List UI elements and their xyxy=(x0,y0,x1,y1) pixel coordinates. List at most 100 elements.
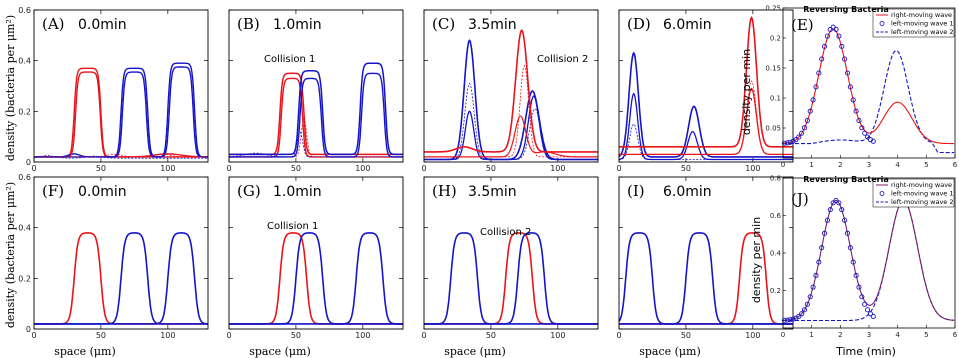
x-tick-label: 1 xyxy=(809,331,813,339)
y-tick-label: 0.2 xyxy=(770,35,781,43)
x-axis-label-i: space (μm) xyxy=(639,345,701,358)
series-line xyxy=(229,72,403,158)
data-point-left-moving-wave-1 xyxy=(827,207,833,213)
y-axis-label-top: density (bacteria per μm²) xyxy=(4,15,17,161)
right-y-label-bottom: density per min xyxy=(750,217,763,303)
series-line xyxy=(619,123,793,160)
series-line xyxy=(619,16,793,148)
legend-label: left-moving wave 2 xyxy=(891,28,954,36)
x-tick-label: 2 xyxy=(838,331,842,339)
x-tick-label: 100 xyxy=(355,164,370,173)
axes-frame xyxy=(228,9,404,163)
y-tick-label: 0.8 xyxy=(770,175,781,183)
panel-label: (G) xyxy=(237,182,261,200)
y-tick-label: 0.6 xyxy=(770,212,782,220)
x-tick-label: 50 xyxy=(681,164,691,173)
data-point-left-moving-wave-1 xyxy=(867,311,873,317)
x-axis-label-h: space (μm) xyxy=(444,345,506,358)
panel-f: 0 0.2 0.4 0.6 0 50 100 (F) 0.0min xyxy=(18,173,209,340)
data-point-left-moving-wave-1 xyxy=(844,70,851,76)
series-line xyxy=(229,232,403,325)
legend-label: left-moving wave 1 xyxy=(891,190,954,198)
series-line xyxy=(424,64,598,158)
series-right-moving-wave xyxy=(783,28,955,145)
data-point-left-moving-wave-1 xyxy=(790,316,796,322)
x-tick-label: 50 xyxy=(486,331,496,340)
x-tick-label: 0 xyxy=(781,161,785,169)
data-point-left-moving-wave-1 xyxy=(839,207,845,213)
x-tick-label: 100 xyxy=(355,331,370,340)
y-tick-label: 0.05 xyxy=(765,125,781,133)
data-point-left-moving-wave-1 xyxy=(796,134,802,140)
legend-swatch-left-moving-1 xyxy=(879,21,885,26)
data-point-left-moving-wave-1 xyxy=(844,230,851,236)
panel-g: 0 50 100 (G) 1.0min Collision 1 xyxy=(226,176,404,340)
series-line xyxy=(424,82,598,160)
series-line xyxy=(619,232,793,325)
data-point-left-moving-wave-1 xyxy=(819,245,825,251)
data-point-left-moving-wave-1 xyxy=(870,138,876,144)
right-title-top: Reversing Bacteria xyxy=(803,5,888,14)
panel-label: (C) xyxy=(432,15,455,33)
x-tick-label: 100 xyxy=(745,164,760,173)
y-tick-label: 0.2 xyxy=(18,274,31,283)
panel-label: (I) xyxy=(627,182,645,200)
x-tick-label: 100 xyxy=(550,331,565,340)
x-axis-label-g: space (μm) xyxy=(249,345,311,358)
data-point-left-moving-wave-1 xyxy=(801,125,808,131)
right-title-bottom: Reversing Bacteria xyxy=(803,175,888,184)
panel-label: (H) xyxy=(432,182,457,200)
x-tick-label: 50 xyxy=(96,164,106,173)
y-tick-label: 0.2 xyxy=(770,287,781,295)
series-left-moving-wave-2 xyxy=(783,50,955,154)
y-tick-label: 0.6 xyxy=(18,173,31,182)
series-right-moving-wave xyxy=(782,199,955,321)
y-tick-label: 0.4 xyxy=(770,250,782,258)
panel-time: 3.5min xyxy=(468,184,517,200)
data-point-left-moving-wave-1 xyxy=(807,294,813,300)
data-point-left-moving-wave-1 xyxy=(850,259,856,265)
data-point-left-moving-wave-1 xyxy=(784,140,790,146)
series-line xyxy=(34,153,208,158)
panel-label-j: (J) xyxy=(791,190,809,208)
data-point-left-moving-wave-1 xyxy=(856,284,862,290)
x-tick-label: 0 xyxy=(421,164,426,173)
data-point-left-moving-wave-1 xyxy=(862,301,868,307)
data-point-left-moving-wave-1 xyxy=(859,294,865,300)
legend-label: left-moving wave 2 xyxy=(891,198,954,206)
panel-i: 0 50 100 (I) 6.0min xyxy=(616,176,794,340)
x-tick-label: 0 xyxy=(31,164,36,173)
data-point-left-moving-wave-1 xyxy=(819,56,825,62)
y-tick-label: 0.2 xyxy=(18,107,31,116)
y-tick-label: 0.1 xyxy=(770,95,781,103)
data-point-left-moving-wave-1 xyxy=(859,125,865,131)
panel-label: (B) xyxy=(237,15,260,33)
series-line xyxy=(424,232,598,325)
panel-label-e: (E) xyxy=(791,16,814,34)
y-tick-label: 0.4 xyxy=(18,57,31,66)
data-point-left-moving-wave-1 xyxy=(839,43,845,49)
panel-label: (D) xyxy=(627,15,651,33)
series-line xyxy=(619,80,793,155)
x-tick-label: 50 xyxy=(291,164,301,173)
data-point-left-moving-wave-1 xyxy=(842,56,848,62)
data-point-left-moving-wave-1 xyxy=(784,317,790,323)
x-tick-label: 0 xyxy=(31,331,36,340)
series-line xyxy=(229,232,403,325)
series-line xyxy=(229,62,403,156)
series-line xyxy=(228,130,403,158)
data-point-left-moving-wave-1 xyxy=(816,70,822,76)
panel-time: 6.0min xyxy=(663,184,712,200)
panel-d: 0 50 100 (D) 6.0min xyxy=(616,9,794,173)
panel-b: 0 50 100 (B) 1.0min Collision 1 xyxy=(226,9,404,173)
data-point-left-moving-wave-1 xyxy=(810,97,816,103)
data-point-left-moving-wave-1 xyxy=(796,313,802,319)
x-tick-label: 5 xyxy=(924,161,928,169)
x-tick-label: 4 xyxy=(895,161,900,169)
series-line xyxy=(229,72,403,156)
y-tick-label: 0 xyxy=(26,158,31,167)
series-line xyxy=(34,232,209,325)
